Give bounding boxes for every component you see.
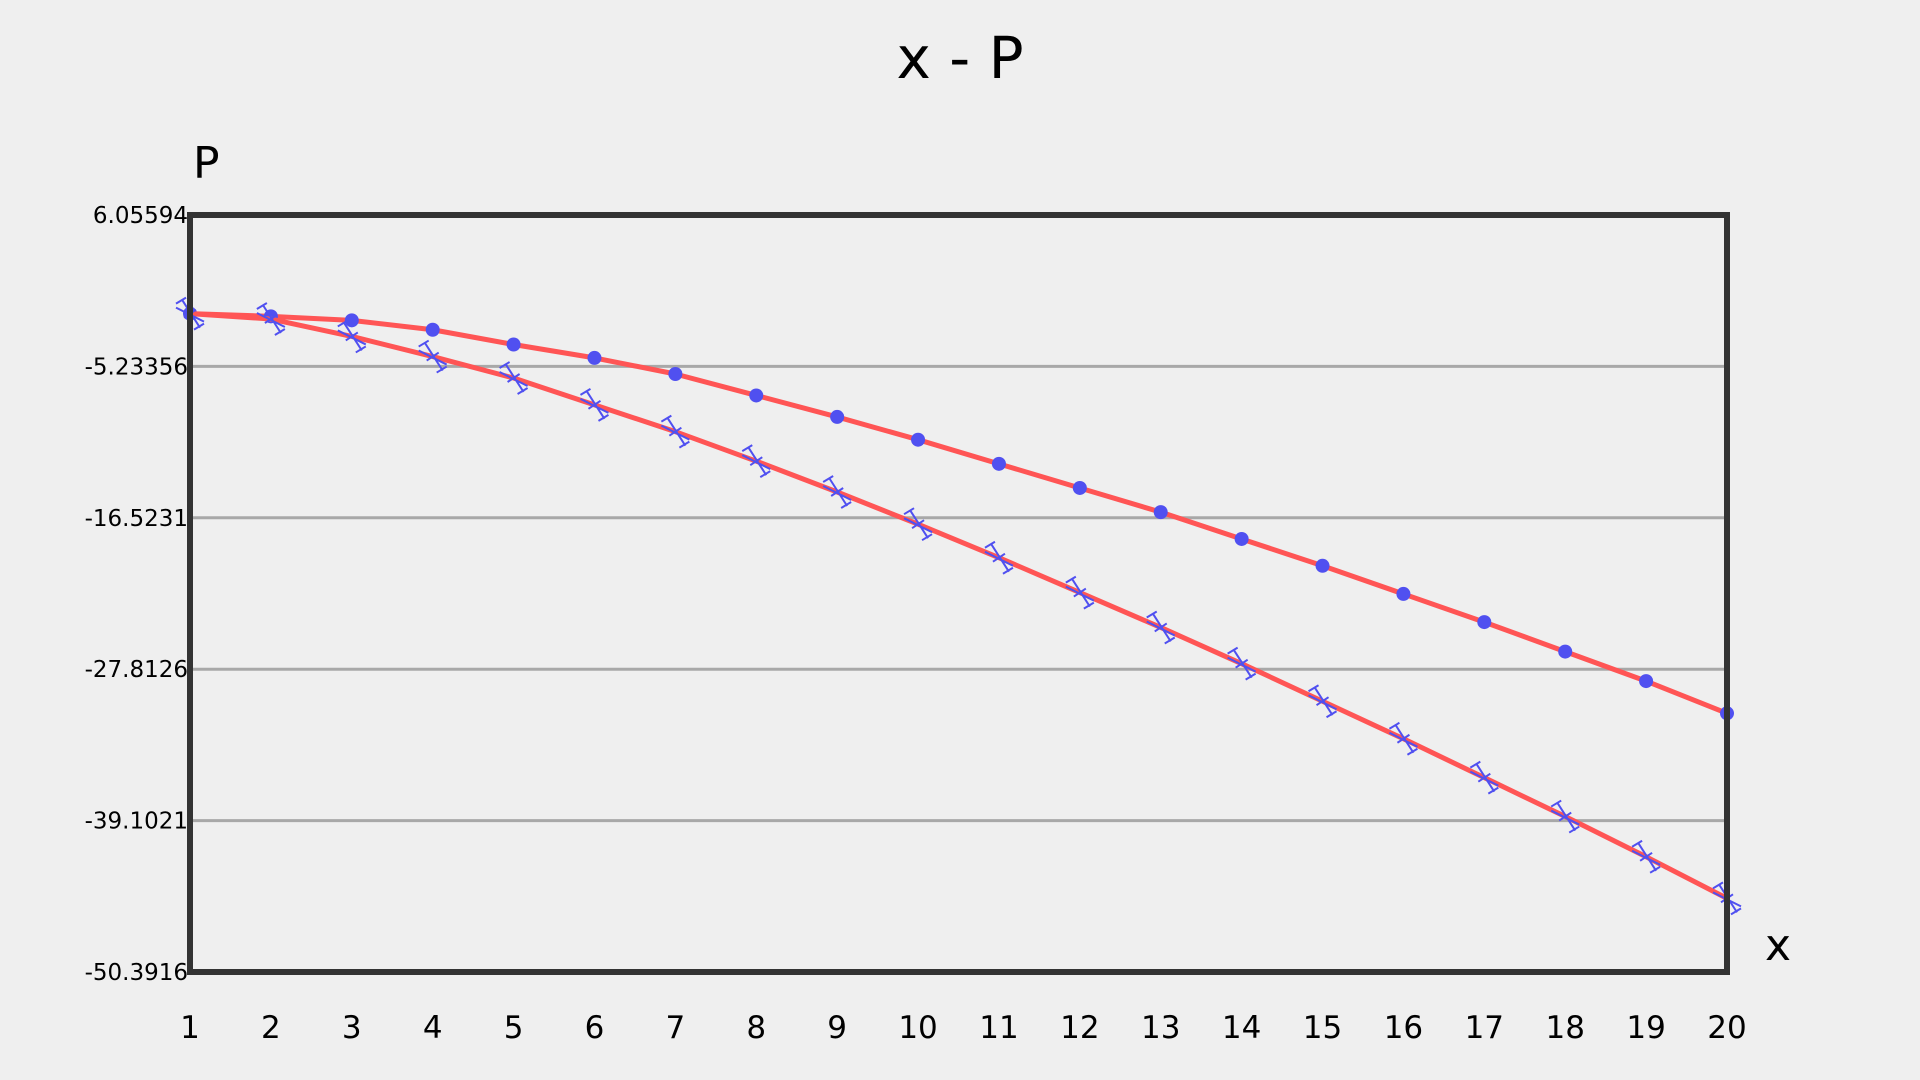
y-tick-label: 6.05594 bbox=[93, 203, 188, 229]
data-point bbox=[506, 337, 521, 352]
data-point bbox=[991, 456, 1006, 471]
y-tick-label: -27.8126 bbox=[85, 657, 188, 683]
data-point bbox=[749, 388, 764, 403]
y-tick-labels: 6.05594 -5.23356 -16.5231 -27.8126 -39.1021 -… bbox=[85, 203, 188, 986]
data-point bbox=[1396, 586, 1411, 601]
y-tick-label: -16.5231 bbox=[85, 506, 188, 532]
data-point bbox=[499, 361, 529, 395]
x-tick-label: 11 bbox=[979, 1010, 1018, 1046]
x-tick-label: 10 bbox=[898, 1010, 937, 1046]
x-tick-label: 12 bbox=[1060, 1010, 1099, 1046]
data-point bbox=[1072, 480, 1087, 495]
data-point bbox=[1477, 615, 1492, 630]
x-tick-label: 15 bbox=[1303, 1010, 1342, 1046]
x-tick-label: 6 bbox=[585, 1010, 605, 1046]
x-axis-label: x bbox=[1765, 920, 1791, 971]
data-point bbox=[984, 540, 1014, 575]
x-tick-labels: 1 2 3 4 5 6 7 8 9 10 11 12 13 14 15 16 17 18 19 20 bbox=[180, 1010, 1747, 1046]
y-tick-label: -5.23356 bbox=[85, 354, 188, 380]
data-point bbox=[822, 475, 852, 509]
y-axis-label: P bbox=[193, 138, 220, 189]
data-point bbox=[1388, 721, 1418, 756]
data-point bbox=[418, 339, 448, 374]
data-point bbox=[425, 322, 440, 337]
x-tick-label: 2 bbox=[261, 1010, 281, 1046]
data-point bbox=[587, 350, 602, 365]
data-point bbox=[1153, 505, 1168, 520]
data-point bbox=[1469, 760, 1499, 795]
data-point bbox=[911, 432, 926, 447]
data-point bbox=[903, 507, 933, 542]
data-point bbox=[1550, 799, 1580, 834]
plot-frame bbox=[187, 212, 1730, 975]
x-tick-label: 9 bbox=[827, 1010, 847, 1046]
x-tick-label: 13 bbox=[1141, 1010, 1180, 1046]
data-point bbox=[344, 313, 359, 328]
data-point bbox=[1065, 575, 1095, 610]
x-tick-label: 19 bbox=[1626, 1010, 1665, 1046]
x-tick-label: 17 bbox=[1465, 1010, 1504, 1046]
y-tick-label: -39.1021 bbox=[85, 809, 188, 835]
data-point bbox=[337, 319, 367, 354]
x-tick-label: 1 bbox=[180, 1010, 200, 1046]
series-group bbox=[175, 296, 1742, 916]
x-tick-label: 4 bbox=[423, 1010, 443, 1046]
x-tick-label: 5 bbox=[504, 1010, 524, 1046]
data-point bbox=[830, 409, 845, 424]
data-point bbox=[1639, 674, 1654, 689]
gridlines bbox=[190, 364, 1727, 823]
data-point bbox=[1308, 684, 1338, 719]
series-1 bbox=[183, 306, 1734, 721]
x-tick-label: 3 bbox=[342, 1010, 362, 1046]
x-tick-label: 16 bbox=[1384, 1010, 1423, 1046]
x-tick-label: 18 bbox=[1545, 1010, 1584, 1046]
series-line bbox=[189, 311, 1728, 716]
x-tick-label: 7 bbox=[666, 1010, 686, 1046]
data-point bbox=[660, 414, 690, 449]
x-tick-label: 20 bbox=[1707, 1010, 1746, 1046]
data-point bbox=[741, 444, 771, 479]
data-point bbox=[1146, 610, 1176, 645]
data-point bbox=[1631, 839, 1661, 874]
x-tick-label: 8 bbox=[746, 1010, 766, 1046]
series-line bbox=[189, 311, 1729, 901]
data-point bbox=[668, 366, 683, 381]
data-point bbox=[1315, 558, 1330, 573]
data-point bbox=[256, 302, 286, 336]
chart-title: x - P bbox=[896, 24, 1023, 92]
data-point bbox=[579, 387, 609, 422]
data-point bbox=[1234, 531, 1249, 546]
data-point bbox=[1558, 644, 1573, 659]
y-tick-label: -50.3916 bbox=[85, 960, 188, 986]
x-tick-label: 14 bbox=[1222, 1010, 1261, 1046]
data-point bbox=[1227, 646, 1257, 681]
